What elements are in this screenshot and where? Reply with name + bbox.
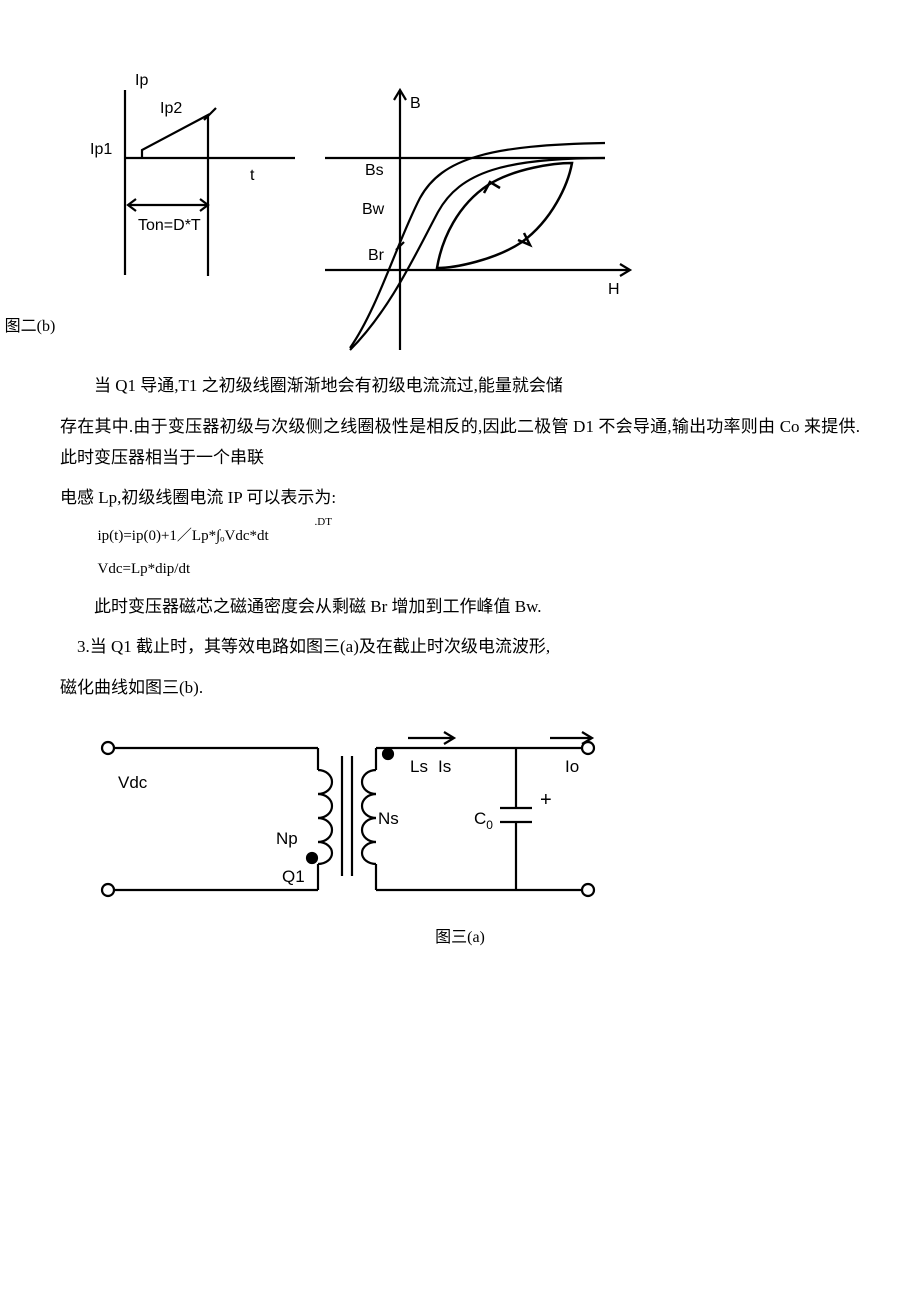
label-np: Np [276,829,298,848]
label-b: B [410,95,421,112]
figure-2b: Ip Ip2 Ip1 t Ton=D*T B Bs Bw Br [60,50,860,411]
label-ip: Ip [135,72,148,89]
label-ls: Ls [410,757,428,776]
formula-ip-sup: .DT [315,515,332,530]
figure-3a-svg: Vdc Np Q1 Ls Is Ns C0 Io + [60,714,620,924]
paragraph-1c: 电感 Lp,初级线圈电流 IP 可以表示为: [60,483,860,514]
label-q1: Q1 [282,867,305,886]
label-io: Io [565,757,579,776]
label-ip2: Ip2 [160,100,182,117]
paragraph-2: 此时变压器磁芯之磁通密度会从剩磁 Br 增加到工作峰值 Bw. [60,592,860,623]
figure-2b-caption: 图二(b) [0,313,130,342]
formula-ip: .DT ip(t)=ip(0)+1／Lp*∫ₒVdc*dt [98,526,861,547]
figure-3a: Vdc Np Q1 Ls Is Ns C0 Io + 图三(a) [60,714,860,953]
paragraph-3b: 磁化曲线如图三(b). [60,673,860,704]
label-bs: Bs [365,162,384,179]
label-h: H [608,281,620,298]
label-ns: Ns [378,809,399,828]
label-plus: + [540,789,552,811]
label-t: t [250,167,255,184]
label-vdc: Vdc [118,773,148,792]
label-br: Br [368,247,385,264]
figure-3a-caption: 图三(a) [60,924,860,953]
label-c0: C0 [474,809,493,832]
label-bw: Bw [362,201,385,218]
paragraph-3a: 3.当 Q1 截止时，其等效电路如图三(a)及在截止时次级电流波形, [60,632,860,663]
label-ton: Ton=D*T [138,217,201,234]
formula-ip-main: ip(t)=ip(0)+1／Lp*∫ₒVdc*dt [98,528,269,544]
formula-vdc: Vdc=Lp*dip/dt [98,559,861,580]
label-ip1: Ip1 [90,141,112,158]
label-is: Is [438,757,451,776]
paragraph-1b: 存在其中.由于变压器初级与次级侧之线圈极性是相反的,因此二极管 D1 不会导通,… [60,412,860,473]
paragraph-1a: 当 Q1 导通,T1 之初级线圈渐渐地会有初级电流流过,能量就会储 [60,371,860,402]
figure-2b-svg: Ip Ip2 Ip1 t Ton=D*T B Bs Bw Br [60,50,660,370]
